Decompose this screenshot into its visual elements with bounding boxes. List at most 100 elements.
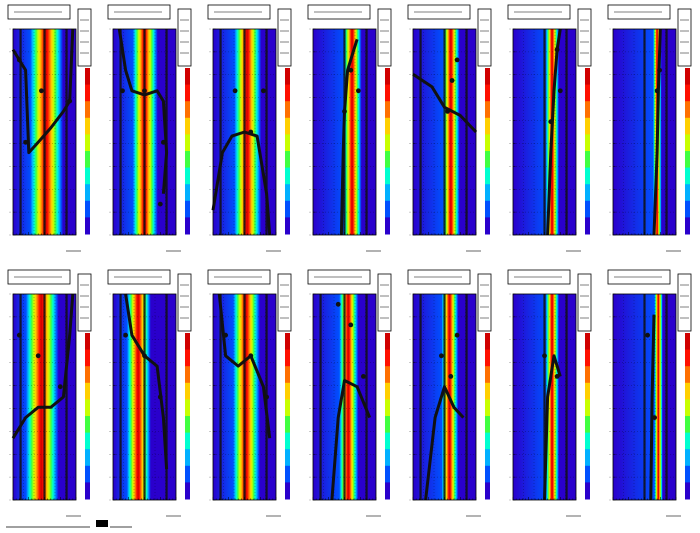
color-scale-step xyxy=(485,432,490,450)
color-scale-step xyxy=(185,117,190,135)
overlay-marker xyxy=(554,47,560,52)
color-scale-step xyxy=(185,449,190,467)
color-scale-step xyxy=(285,184,290,202)
overlay-marker xyxy=(342,109,347,114)
color-scale-step xyxy=(685,184,690,202)
panel-r2c2 xyxy=(107,269,192,517)
overlay-curve xyxy=(124,293,169,470)
panel-r1c1 xyxy=(7,4,92,252)
legend-box xyxy=(477,273,492,332)
color-scale-step xyxy=(385,134,390,152)
overlay-marker xyxy=(57,384,63,390)
color-scale-step xyxy=(185,366,190,384)
color-scale-step xyxy=(485,416,490,434)
color-scale-step xyxy=(585,84,590,102)
overlay-marker xyxy=(557,88,563,94)
color-scale-step xyxy=(85,432,90,450)
color-scale-step xyxy=(485,217,490,235)
color-scale-step xyxy=(685,68,690,86)
legend-box xyxy=(77,8,92,67)
overlay-marker xyxy=(654,88,660,94)
color-scale-step xyxy=(585,333,590,351)
color-scale-step xyxy=(485,84,490,102)
legend-box xyxy=(677,273,692,332)
color-scale-step xyxy=(585,101,590,119)
overlay-curve xyxy=(11,293,75,439)
overlay-marker xyxy=(157,394,163,400)
color-scale-step xyxy=(85,416,90,434)
color-scale-step xyxy=(685,217,690,235)
footer-swatch xyxy=(96,520,108,527)
color-scale-step xyxy=(585,184,590,202)
color-scale-step xyxy=(185,101,190,119)
color-scale-step xyxy=(285,416,290,434)
color-scale-step xyxy=(285,167,290,185)
color-scale-step xyxy=(385,200,390,218)
color-scale-step xyxy=(685,84,690,102)
color-scale-step xyxy=(85,482,90,500)
color-scale-step xyxy=(185,184,190,202)
color-scale-step xyxy=(185,134,190,152)
overlay-marker xyxy=(120,88,125,94)
color-scale-step xyxy=(585,465,590,483)
legend-box xyxy=(277,273,292,332)
color-scale-step xyxy=(685,432,690,450)
color-scale-step xyxy=(285,200,290,218)
overlay-marker xyxy=(348,67,354,73)
color-scale-step xyxy=(385,151,390,169)
color-scale-step xyxy=(185,333,190,351)
panel-r2c7 xyxy=(607,269,692,517)
color-scale-step xyxy=(585,416,590,434)
color-scale-step xyxy=(685,333,690,351)
color-scale-step xyxy=(685,382,690,400)
legend-box xyxy=(577,273,592,332)
color-scale-step xyxy=(185,167,190,185)
panel-r1c2 xyxy=(107,4,192,252)
color-scale-step xyxy=(385,217,390,235)
color-scale-step xyxy=(85,184,90,202)
color-scale-step xyxy=(585,167,590,185)
color-scale-step xyxy=(485,333,490,351)
color-scale-step xyxy=(285,349,290,367)
overlay-marker xyxy=(223,332,229,338)
overlay-marker xyxy=(657,67,662,73)
color-scale-step xyxy=(585,382,590,400)
color-scale-step xyxy=(385,482,390,500)
panel-r1c6 xyxy=(507,4,592,252)
overlay-marker xyxy=(142,353,147,359)
color-scale-step xyxy=(385,184,390,202)
overlay-marker xyxy=(16,57,22,63)
panel-r2c1 xyxy=(7,269,92,517)
color-scale-step xyxy=(85,101,90,119)
color-scale-step xyxy=(385,465,390,483)
overlay-marker xyxy=(348,322,354,328)
color-scale-step xyxy=(285,217,290,235)
color-scale-step xyxy=(585,482,590,500)
panel-r2c5 xyxy=(407,269,492,517)
color-scale-step xyxy=(385,399,390,417)
overlay-marker xyxy=(356,88,361,94)
legend-box xyxy=(577,8,592,67)
color-scale-step xyxy=(685,416,690,434)
color-scale-step xyxy=(185,217,190,235)
color-scale-step xyxy=(585,449,590,467)
color-scale-step xyxy=(285,333,290,351)
color-scale-step xyxy=(485,134,490,152)
color-scale-step xyxy=(385,416,390,434)
color-scale-step xyxy=(185,200,190,218)
color-scale-step xyxy=(285,84,290,102)
color-scale-step xyxy=(485,482,490,500)
color-scale-step xyxy=(285,101,290,119)
legend-box xyxy=(377,273,392,332)
color-scale-step xyxy=(185,68,190,86)
overlay-curve xyxy=(546,28,562,236)
overlay-marker xyxy=(23,139,28,145)
overlay-curve xyxy=(649,314,656,501)
legend-box xyxy=(177,8,192,67)
overlay-marker xyxy=(161,139,166,145)
footer-legend-marks xyxy=(6,520,132,528)
overlay-marker xyxy=(445,109,450,114)
color-scale-step xyxy=(285,366,290,384)
color-scale-step xyxy=(185,482,190,500)
color-scale-step xyxy=(485,399,490,417)
